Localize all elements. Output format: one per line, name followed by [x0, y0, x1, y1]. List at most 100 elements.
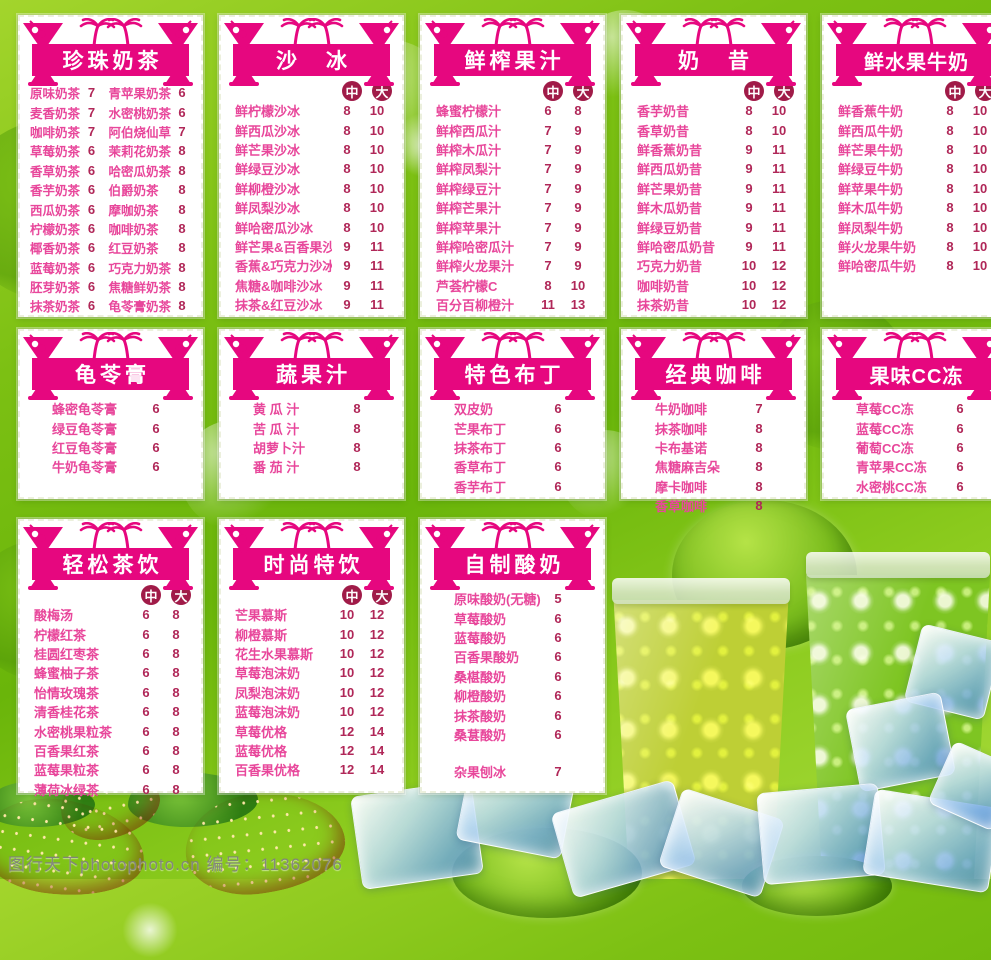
menu-item-row: 红豆奶茶 8 [108, 238, 193, 257]
menu-item-row: 牛奶咖啡 7 [655, 399, 774, 418]
item-price: 6 [152, 439, 160, 455]
item-price-large: 9 [574, 258, 582, 274]
item-price-medium: 8 [745, 103, 753, 119]
item-price-medium: 10 [339, 684, 355, 700]
item-name: 鲜绿豆牛奶 [838, 162, 904, 178]
card-title-banner: 奶 昔 [635, 44, 792, 76]
menu-card-10: 果味CC冻 草莓CC冻 6 蓝莓CC冻 6 葡萄CC冻 6 青苹果CC冻 6 水密桃CC冻 6 [821, 328, 991, 500]
menu-item-row: 蓝莓奶茶 6 [30, 258, 102, 277]
menu-item-row: 桑椹酸奶 6 [454, 667, 573, 686]
item-name: 抹茶&红豆沙冰 [235, 298, 323, 314]
menu-item-row: 阿伯烧仙草 7 [108, 122, 193, 141]
menu-item-row: 草莓奶茶 6 [30, 141, 102, 160]
item-price-medium: 9 [343, 258, 351, 274]
item-name: 鲜苹果牛奶 [838, 181, 904, 197]
menu-item-row: 哈密瓜奶茶 8 [108, 161, 193, 180]
menu-item-row: 鲜木瓜牛奶 8 10 [838, 198, 991, 217]
item-price: 6 [152, 420, 160, 436]
menu-card-2: 沙 冰 中大鲜柠檬沙冰 8 10 鲜西瓜沙冰 8 10 鲜芒果沙冰 8 10 鲜绿豆沙冰 8 10 鲜柳… [218, 14, 405, 318]
palm-trees-icon [671, 331, 757, 362]
cocktail-glass-icon [559, 20, 601, 88]
item-price-medium: 7 [544, 219, 552, 235]
item-price: 6 [87, 240, 96, 256]
item-price-large: 12 [369, 645, 385, 661]
item-price-large: 8 [172, 704, 180, 720]
item-price-medium: 8 [343, 200, 351, 216]
item-price-large: 8 [172, 607, 180, 623]
menu-item-row: 焦糖&咖啡沙冰 9 11 [235, 276, 392, 295]
item-name: 红豆奶茶 [108, 242, 159, 257]
item-name: 鲜绿豆沙冰 [235, 162, 301, 178]
menu-item-row: 花生水果慕斯 10 12 [235, 644, 392, 663]
item-price: 6 [554, 629, 562, 645]
item-name: 蜂蜜柚子茶 [34, 666, 100, 682]
item-name: 鲜西瓜沙冰 [235, 123, 301, 139]
item-name: 蓝莓果粒茶 [34, 763, 100, 779]
item-price-large: 10 [972, 219, 988, 235]
item-price-medium: 7 [544, 141, 552, 157]
menu-item-row: 鲜榨火龙果汁 7 9 [436, 256, 593, 275]
item-price-large: 14 [369, 762, 385, 778]
item-price: 5 [554, 591, 562, 607]
menu-item-row: 鲜芒果牛奶 8 10 [838, 140, 991, 159]
item-name: 阿伯烧仙草 [108, 125, 171, 140]
size-medium-badge: 中 [744, 81, 764, 101]
item-price: 6 [554, 459, 562, 475]
card-title: 龟苓膏 [75, 364, 150, 387]
item-name: 鲜榨哈密瓜汁 [436, 239, 515, 255]
card-header: 沙 冰 [221, 17, 402, 86]
item-name: 蓝莓泡沫奶 [235, 705, 301, 721]
cocktail-glass-icon [358, 20, 400, 88]
item-name: 葡萄CC冻 [856, 440, 914, 456]
item-price: 7 [87, 104, 96, 120]
item-price-medium: 10 [741, 258, 757, 274]
menu-item-row: 鲜榨绿豆汁 7 9 [436, 179, 593, 198]
item-price-large: 10 [369, 141, 385, 157]
menu-item-row: 抹茶布丁 6 [454, 438, 573, 457]
item-price-large: 11 [772, 219, 786, 235]
item-price-large: 10 [972, 161, 988, 177]
menu-item-row: 百分百柳橙汁 11 13 [436, 295, 593, 314]
item-name: 伯爵奶茶 [108, 184, 159, 199]
item-price: 8 [178, 201, 186, 217]
item-name: 柳橙酸奶 [454, 689, 507, 705]
cocktail-glass-icon [157, 524, 199, 592]
item-price: 6 [554, 478, 562, 494]
card-header: 龟苓膏 [20, 331, 201, 400]
menu-card-13: 自制酸奶 原味酸奶(无糖) 5 草莓酸奶 6 蓝莓酸奶 6 百香果酸奶 6 桑椹酸奶 6 柳橙酸奶 6… [419, 518, 606, 794]
menu-item-row: 绿豆龟苓膏 6 [52, 418, 171, 437]
menu-item-row: 鲜绿豆沙冰 8 10 [235, 159, 392, 178]
item-price-medium: 9 [343, 277, 351, 293]
item-price-large: 11 [370, 297, 384, 313]
item-name: 花生水果慕斯 [235, 646, 314, 662]
palm-trees-icon [269, 331, 355, 362]
item-price: 6 [554, 688, 562, 704]
item-name: 桑葚酸奶 [454, 727, 507, 743]
item-price-medium: 9 [745, 219, 753, 235]
item-name: 香草奶昔 [637, 123, 690, 139]
item-price-large: 8 [172, 645, 180, 661]
item-name: 百香果红茶 [34, 743, 100, 759]
item-price: 7 [755, 401, 763, 417]
item-name: 抹茶布丁 [454, 440, 507, 456]
item-price: 6 [87, 220, 96, 236]
cocktail-glass-icon [223, 524, 265, 592]
cocktail-glass-icon [625, 20, 667, 88]
item-price-large: 11 [772, 200, 786, 216]
item-name: 咖啡奶茶 [30, 125, 81, 140]
menu-item-row: 百香果优格 12 14 [235, 760, 392, 779]
ice-cube-image [903, 623, 991, 721]
size-medium-badge: 中 [945, 81, 965, 101]
menu-item-row: 鲜榨凤梨汁 7 9 [436, 159, 593, 178]
item-name: 抹茶酸奶 [454, 708, 507, 724]
lime-image [452, 828, 642, 918]
item-price: 8 [353, 459, 361, 475]
item-price-medium: 8 [745, 122, 753, 138]
palm-trees-icon [269, 521, 355, 552]
item-name: 番 茄 汁 [253, 460, 300, 476]
item-name: 鲜榨绿豆汁 [436, 181, 502, 197]
card-title: 鲜榨果汁 [464, 50, 565, 73]
menu-card-5: 鲜水果牛奶 中大鲜香蕉牛奶 8 10 鲜西瓜牛奶 8 10 鲜芒果牛奶 8 10 鲜绿豆牛奶 8 10… [821, 14, 991, 318]
menu-item-row: 鲜火龙果牛奶 8 10 [838, 237, 991, 256]
item-name: 鲜火龙果牛奶 [838, 239, 917, 255]
